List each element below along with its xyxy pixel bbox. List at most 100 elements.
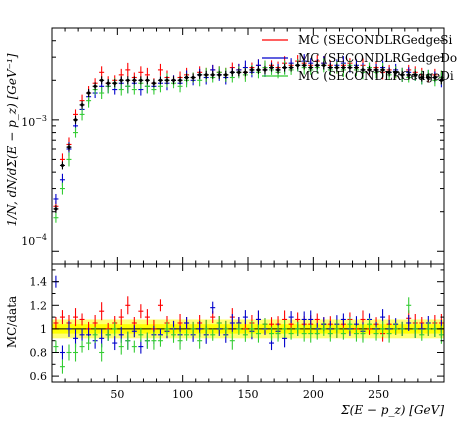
mc-point [66, 152, 72, 167]
mc-point [73, 127, 79, 138]
data-dot [250, 68, 254, 72]
data-dot [394, 70, 398, 74]
ratio-point [210, 301, 216, 314]
ratio-point [125, 296, 131, 315]
data-point [321, 61, 327, 70]
ratio-ytick-label: 0.8 [30, 347, 48, 360]
ratio-point [125, 331, 131, 350]
data-dot [354, 65, 359, 70]
ratio-point [99, 343, 105, 362]
data-point [125, 76, 131, 85]
data-dot [100, 78, 104, 82]
data-point [412, 70, 418, 79]
main-y-axis-title: 1/N, dN/dΣ(E − p_z) [GeV⁻¹] [5, 53, 19, 226]
data-dot [322, 63, 326, 67]
ratio-point [79, 340, 85, 353]
data-point [190, 73, 196, 82]
mc-point [157, 63, 163, 76]
data-dot [224, 73, 228, 77]
ratio-point [275, 325, 281, 342]
data-dot [54, 207, 58, 211]
data-dot [93, 84, 97, 88]
ratio-point [73, 343, 79, 362]
data-dot [211, 73, 215, 77]
data-point [308, 63, 314, 72]
data-dot [139, 78, 143, 82]
ratio-point [138, 339, 144, 354]
data-dot [263, 68, 267, 72]
data-point [288, 63, 294, 72]
data-dot [80, 103, 84, 107]
ratio-point [157, 299, 163, 312]
data-dot [132, 78, 136, 82]
data-dot [73, 118, 78, 122]
data-point [314, 61, 320, 70]
ratio-point [282, 319, 288, 338]
legend: MC (SECONDLRGedgeSi MC (SECONDLRGedgeDo … [262, 33, 457, 83]
ratio-point [406, 297, 412, 314]
ratio-point [288, 327, 294, 340]
data-point [406, 70, 412, 79]
legend-entry: MC (SECONDLRGedgeSi [262, 33, 452, 47]
data-dot [171, 78, 176, 82]
ratio-point [308, 324, 314, 343]
ratio-point [112, 321, 118, 336]
ratio-point [177, 331, 183, 350]
ratio-point [242, 327, 248, 342]
data-dot [335, 65, 339, 70]
data-point [86, 89, 92, 98]
data-dot [420, 75, 424, 80]
ratio-point [190, 321, 196, 336]
ratio-ytick-label: 0.6 [30, 370, 48, 383]
ratio-point [59, 359, 65, 374]
ratio-point [53, 340, 59, 353]
ratio-y-ticks: 0.6 0.8 1 1.2 1.4 [30, 269, 444, 383]
data-point [367, 65, 373, 74]
ratio-point [138, 327, 144, 342]
ratio-point [99, 302, 105, 321]
data-dot [230, 70, 234, 74]
mc-point [59, 182, 65, 195]
data-point [262, 65, 268, 74]
data-point [118, 76, 124, 85]
data-point [144, 76, 150, 85]
ratio-point [73, 308, 79, 327]
data-dot [341, 65, 345, 70]
data-dot [198, 73, 202, 77]
data-point [229, 68, 235, 77]
data-point [255, 65, 261, 74]
ratio-point [66, 320, 72, 337]
data-point [131, 76, 137, 85]
mc-point [99, 87, 105, 100]
legend-label-series-3: MC (SECONDLRGedgeDi [298, 69, 454, 83]
data-point [99, 76, 105, 85]
ratio-point [321, 321, 327, 336]
ratio-point [184, 328, 190, 341]
ratio-panel: 0.6 0.8 1 1.2 1.4 50 100 150 200 250 MC/data Σ(E… [5, 263, 445, 417]
ratio-point [92, 326, 98, 343]
data-dot [184, 75, 189, 80]
data-point [79, 100, 85, 109]
ratio-point [269, 326, 275, 341]
data-point [295, 61, 301, 70]
ratio-point [399, 321, 405, 336]
data-dot [269, 65, 274, 70]
mc-point [118, 83, 124, 96]
ratio-point [229, 331, 235, 350]
data-point [327, 63, 333, 72]
data-point [347, 63, 353, 72]
ratio-point [59, 345, 65, 360]
data-point [151, 79, 157, 88]
data-dot [426, 75, 430, 80]
ratio-point [157, 334, 163, 347]
mc-point [125, 62, 131, 77]
data-point [334, 63, 340, 72]
data-point [269, 63, 275, 72]
mc-point [53, 193, 59, 204]
ratio-point [171, 326, 177, 343]
ratio-point [340, 327, 346, 340]
ratio-point [380, 320, 386, 337]
data-point [157, 76, 163, 85]
data-dot [289, 65, 293, 70]
data-point [242, 68, 248, 77]
